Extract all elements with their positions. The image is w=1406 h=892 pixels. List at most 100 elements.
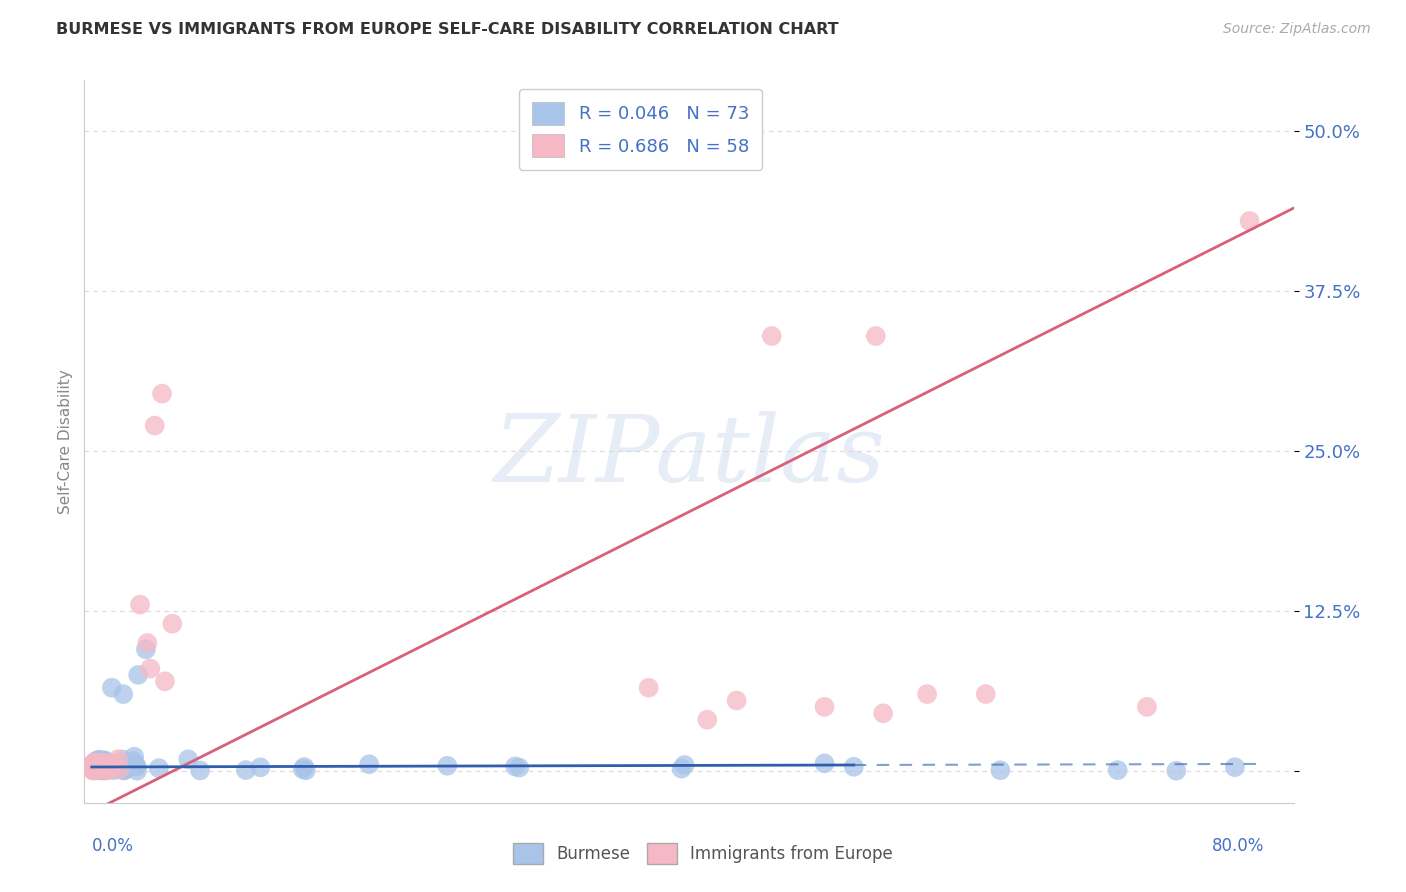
Burmese xyxy=(97,761,120,775)
Burmese xyxy=(436,758,458,772)
Burmese xyxy=(86,761,108,775)
Burmese xyxy=(87,760,110,774)
Burmese xyxy=(86,759,108,773)
Burmese xyxy=(112,687,135,701)
Immigrants from Europe xyxy=(86,761,108,775)
Burmese xyxy=(84,758,107,772)
Immigrants from Europe xyxy=(82,762,104,776)
Immigrants from Europe xyxy=(87,756,110,770)
Burmese xyxy=(673,758,696,772)
Burmese xyxy=(97,757,120,772)
Immigrants from Europe xyxy=(84,759,107,773)
Burmese xyxy=(86,763,108,777)
Burmese xyxy=(89,762,111,776)
Text: Source: ZipAtlas.com: Source: ZipAtlas.com xyxy=(1223,22,1371,37)
Burmese xyxy=(93,754,115,768)
Burmese xyxy=(292,760,315,774)
Burmese xyxy=(177,752,200,766)
Burmese xyxy=(87,761,110,775)
Immigrants from Europe xyxy=(87,756,110,770)
Burmese xyxy=(86,754,108,768)
Burmese xyxy=(1107,763,1129,777)
Immigrants from Europe xyxy=(153,674,176,689)
Burmese xyxy=(86,763,108,777)
Burmese xyxy=(1223,760,1246,774)
Immigrants from Europe xyxy=(143,418,166,433)
Burmese xyxy=(103,756,125,771)
Burmese xyxy=(117,756,139,770)
Burmese xyxy=(84,755,107,769)
Immigrants from Europe xyxy=(93,756,115,770)
Burmese xyxy=(87,758,110,772)
Immigrants from Europe xyxy=(97,757,120,772)
Immigrants from Europe xyxy=(93,757,115,772)
Text: ZIPatlas: ZIPatlas xyxy=(494,411,884,501)
Immigrants from Europe xyxy=(86,763,108,777)
Burmese xyxy=(117,760,139,774)
Immigrants from Europe xyxy=(725,693,748,707)
Immigrants from Europe xyxy=(1239,214,1261,228)
Immigrants from Europe xyxy=(90,763,112,777)
Immigrants from Europe xyxy=(108,762,131,776)
Burmese xyxy=(93,754,115,768)
Immigrants from Europe xyxy=(915,687,938,701)
Burmese xyxy=(148,761,170,775)
Immigrants from Europe xyxy=(96,756,118,771)
Burmese xyxy=(127,668,149,682)
Immigrants from Europe xyxy=(1136,699,1159,714)
Immigrants from Europe xyxy=(100,760,122,774)
Burmese xyxy=(93,754,115,768)
Immigrants from Europe xyxy=(107,752,129,766)
Immigrants from Europe xyxy=(865,329,887,343)
Burmese xyxy=(97,760,120,774)
Burmese xyxy=(110,756,132,771)
Burmese xyxy=(114,763,136,777)
Burmese xyxy=(990,763,1012,777)
Burmese xyxy=(122,754,145,768)
Immigrants from Europe xyxy=(86,757,108,772)
Text: 0.0%: 0.0% xyxy=(91,838,134,855)
Immigrants from Europe xyxy=(82,761,104,775)
Burmese xyxy=(89,763,111,777)
Burmese xyxy=(188,764,211,778)
Burmese xyxy=(83,763,105,777)
Immigrants from Europe xyxy=(87,760,110,774)
Burmese xyxy=(84,762,107,776)
Immigrants from Europe xyxy=(94,758,117,772)
Burmese xyxy=(93,763,115,777)
Immigrants from Europe xyxy=(139,661,162,675)
Legend: R = 0.046   N = 73, R = 0.686   N = 58: R = 0.046 N = 73, R = 0.686 N = 58 xyxy=(519,89,762,170)
Burmese xyxy=(503,759,526,773)
Burmese xyxy=(135,642,157,657)
Burmese xyxy=(122,749,145,764)
Burmese xyxy=(125,760,148,774)
Burmese xyxy=(89,753,111,767)
Burmese xyxy=(671,762,693,776)
Immigrants from Europe xyxy=(87,763,110,777)
Immigrants from Europe xyxy=(129,598,152,612)
Immigrants from Europe xyxy=(83,756,105,770)
Burmese xyxy=(87,762,110,776)
Y-axis label: Self-Care Disability: Self-Care Disability xyxy=(58,369,73,514)
Immigrants from Europe xyxy=(91,761,114,775)
Immigrants from Europe xyxy=(101,756,124,771)
Burmese xyxy=(359,757,381,772)
Burmese xyxy=(91,763,114,777)
Burmese xyxy=(125,758,148,772)
Immigrants from Europe xyxy=(696,713,718,727)
Burmese xyxy=(295,764,318,778)
Immigrants from Europe xyxy=(82,761,104,775)
Immigrants from Europe xyxy=(84,760,107,774)
Immigrants from Europe xyxy=(101,756,124,771)
Immigrants from Europe xyxy=(90,759,112,773)
Legend: Burmese, Immigrants from Europe: Burmese, Immigrants from Europe xyxy=(506,837,900,871)
Burmese xyxy=(842,760,865,774)
Burmese xyxy=(97,763,120,777)
Immigrants from Europe xyxy=(150,386,173,401)
Burmese xyxy=(103,763,125,777)
Immigrants from Europe xyxy=(100,759,122,773)
Immigrants from Europe xyxy=(90,756,112,771)
Burmese xyxy=(90,757,112,772)
Burmese xyxy=(291,762,314,776)
Immigrants from Europe xyxy=(89,757,111,772)
